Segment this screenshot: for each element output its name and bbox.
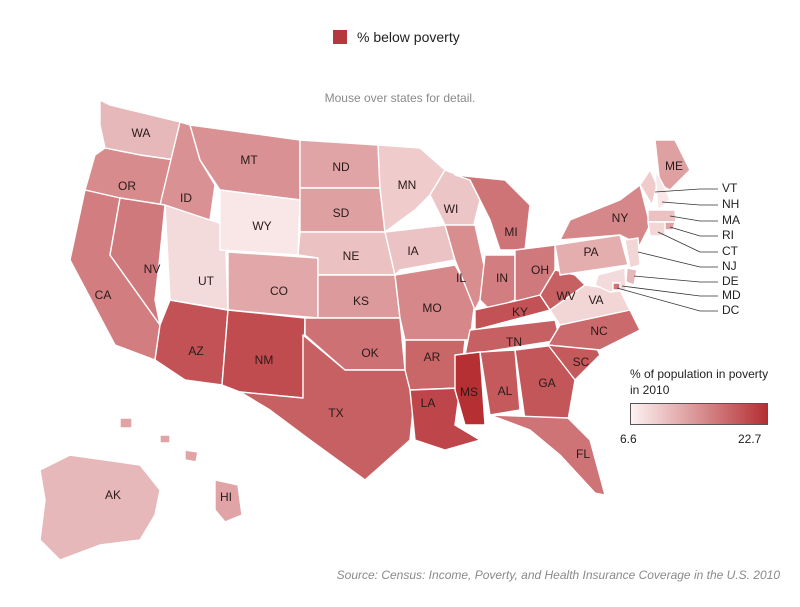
state-tx[interactable] [239, 334, 416, 481]
scale-max-label: 22.7 [738, 432, 762, 446]
callout-label-ri: RI [722, 228, 734, 242]
legend-label: % below poverty [357, 29, 460, 45]
state-ut[interactable] [164, 204, 229, 311]
state-hi[interactable] [184, 449, 199, 463]
state-nm[interactable] [221, 309, 306, 399]
leader-line-vt [654, 188, 718, 193]
state-ia[interactable] [384, 224, 456, 276]
state-wy[interactable] [219, 189, 301, 256]
state-ks[interactable] [317, 274, 401, 319]
hover-hint: Mouse over states for detail. [324, 91, 476, 105]
leader-line-ri [669, 226, 718, 237]
state-az[interactable] [154, 299, 229, 386]
callout-label-nh: NH [722, 197, 739, 211]
leader-line-md [621, 285, 718, 297]
scale-title: % of population in poverty in 2010 [630, 367, 769, 397]
state-ak[interactable] [39, 454, 161, 561]
state-fl[interactable] [489, 414, 606, 496]
state-mn[interactable] [377, 144, 446, 233]
state-ma[interactable] [647, 209, 677, 223]
state-nj[interactable] [624, 237, 641, 269]
callout-label-ma: MA [722, 213, 740, 227]
state-sd[interactable] [299, 187, 386, 233]
state-pa[interactable] [554, 234, 629, 276]
callout-label-md: MD [722, 288, 741, 302]
callout-label-ct: CT [722, 244, 739, 258]
callout-label-dc: DC [722, 303, 740, 317]
state-co[interactable] [227, 251, 319, 319]
leader-line-nj [637, 251, 718, 268]
state-nd[interactable] [299, 139, 381, 189]
state-hi[interactable] [214, 479, 243, 523]
state-ms[interactable] [454, 351, 486, 426]
scale-gradient-bar [630, 403, 768, 425]
state-hi[interactable] [159, 434, 171, 444]
callout-label-nj: NJ [722, 259, 737, 273]
leader-line-nh [661, 201, 718, 206]
scale-min-label: 6.6 [620, 432, 637, 446]
leader-line-dc [616, 287, 718, 312]
leader-line-ct [657, 231, 718, 253]
leader-line-de [633, 275, 718, 283]
leader-line-ma [669, 215, 718, 222]
state-wv[interactable] [539, 269, 586, 311]
legend: % below poverty [333, 29, 460, 45]
state-nh[interactable] [654, 169, 671, 211]
state-ny[interactable] [559, 184, 651, 246]
state-de[interactable] [625, 267, 638, 286]
state-ct[interactable] [647, 221, 666, 237]
state-ri[interactable] [664, 221, 676, 231]
state-mi[interactable] [454, 174, 531, 251]
legend-swatch [333, 30, 347, 44]
callout-label-de: DE [722, 274, 739, 288]
source-note: Source: Census: Income, Poverty, and Hea… [336, 568, 780, 582]
state-al[interactable] [479, 349, 521, 416]
state-hi[interactable] [119, 417, 133, 429]
callout-label-vt: VT [722, 181, 738, 195]
